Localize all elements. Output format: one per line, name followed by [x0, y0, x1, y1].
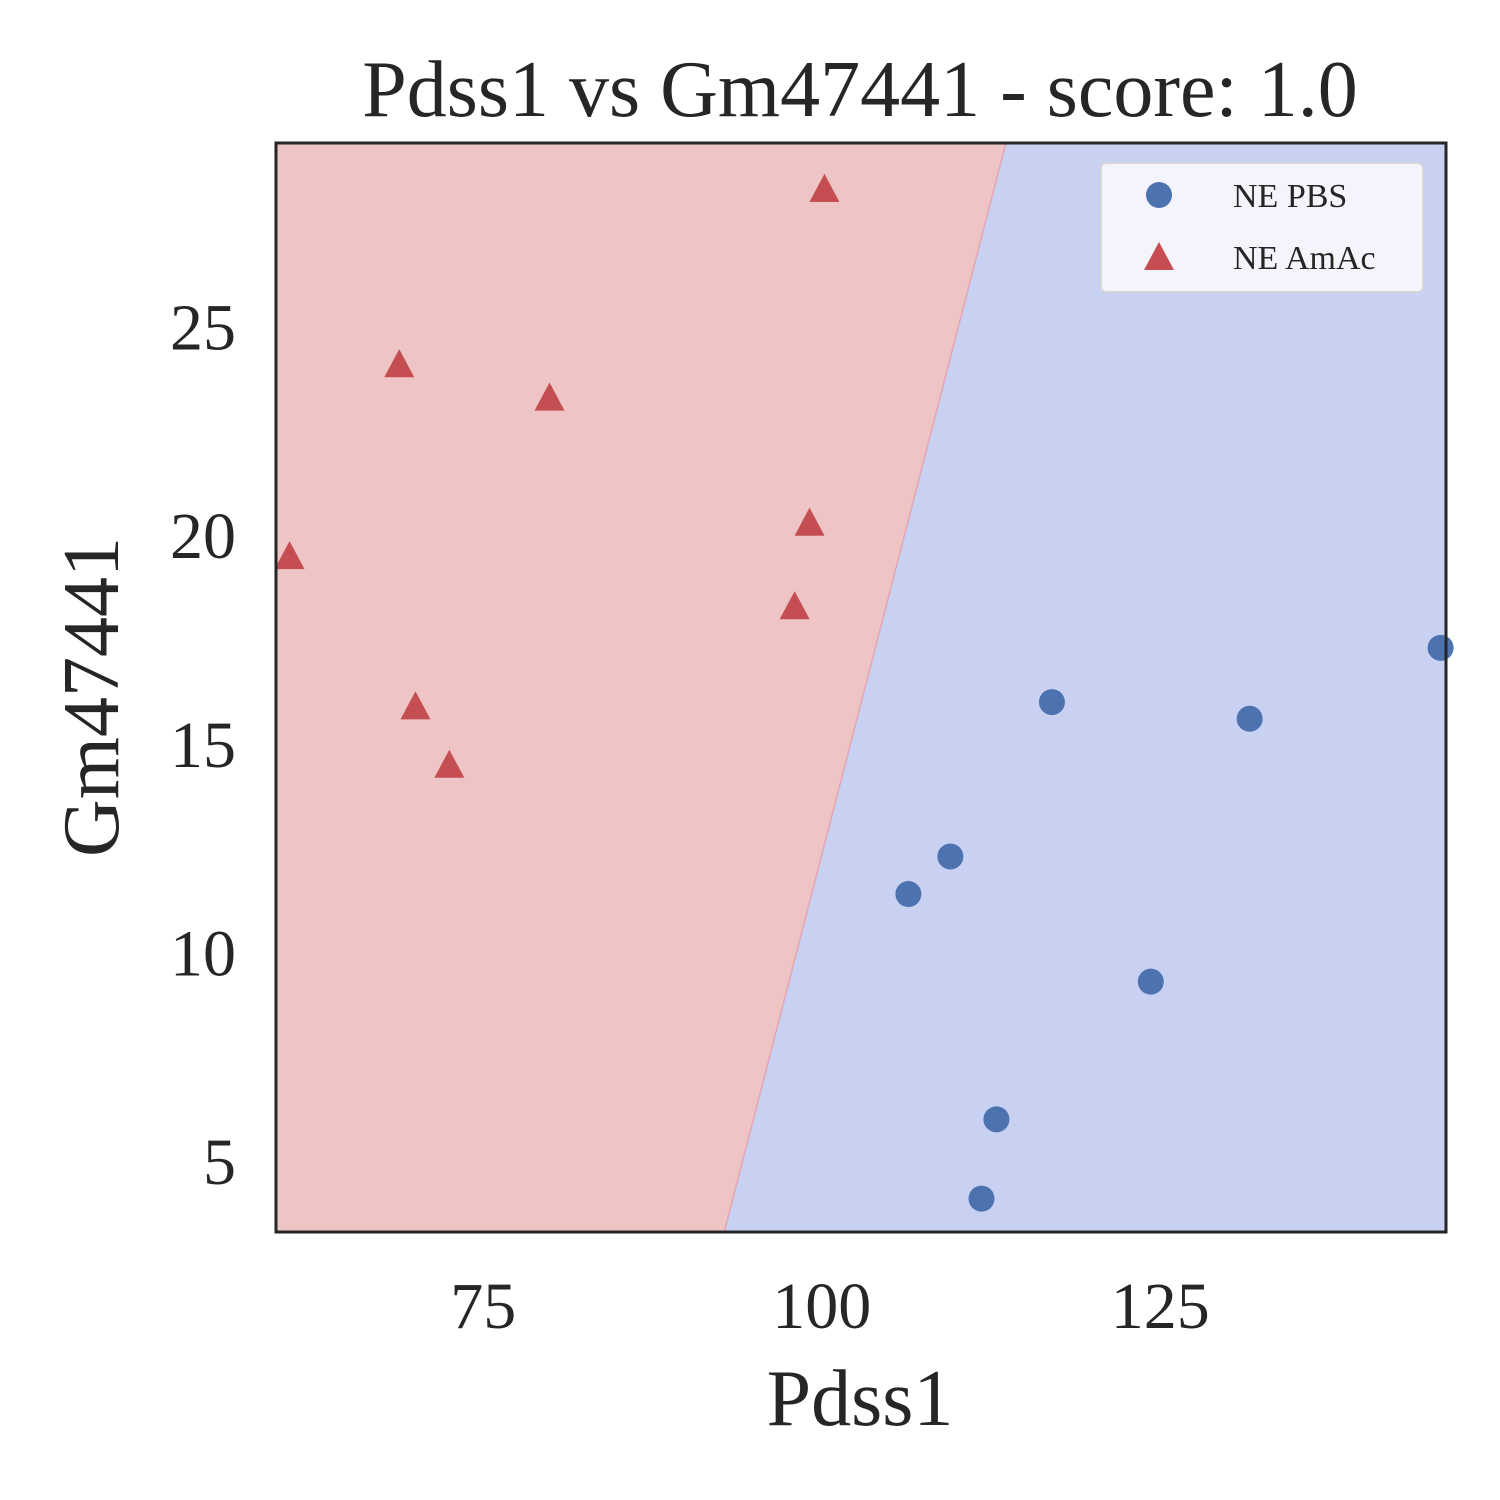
data-point	[1038, 689, 1065, 716]
data-point	[1427, 634, 1454, 661]
data-point	[937, 843, 964, 870]
plot-area	[274, 141, 1454, 1234]
data-point	[274, 541, 305, 570]
data-point	[779, 591, 810, 620]
y-axis-label: Gm47441	[48, 537, 136, 857]
data-point	[968, 1185, 995, 1212]
y-tick-label: 5	[203, 1126, 236, 1199]
legend-marker	[1144, 242, 1174, 271]
x-tick-label: 100	[772, 1270, 871, 1343]
data-point	[794, 507, 825, 536]
legend: NE PBS NE AmAc	[1100, 162, 1424, 293]
data-point	[1236, 705, 1263, 732]
x-tick-label: 75	[450, 1270, 516, 1343]
data-point	[895, 881, 922, 908]
y-axis: 5 10 15 20 25	[170, 292, 236, 1199]
decision-boundary-line	[723, 142, 1007, 1233]
legend-label: NE AmAc	[1233, 240, 1376, 277]
y-tick-label: 10	[170, 917, 236, 990]
legend-marker	[1146, 182, 1172, 208]
chart-title: Pdss1 vs Gm47441 - score: 1.0	[362, 46, 1358, 134]
y-tick-label: 20	[170, 500, 236, 573]
series-ne-amac	[274, 173, 840, 778]
data-point	[384, 349, 415, 378]
y-tick-label: 15	[170, 709, 236, 782]
y-tick-label: 25	[170, 292, 236, 365]
legend-box	[1100, 162, 1424, 293]
axes-frame	[274, 141, 1448, 1234]
legend-label: NE PBS	[1233, 178, 1347, 215]
x-axis-label: Pdss1	[767, 1355, 954, 1443]
data-point	[434, 749, 465, 778]
data-point	[400, 691, 431, 720]
legend-item: NE PBS	[1146, 178, 1347, 215]
decision-region-ne-pbs	[724, 143, 1446, 1232]
data-point	[809, 173, 840, 202]
decision-region-ne-amac	[276, 143, 1006, 1232]
data-point	[1137, 968, 1164, 995]
data-point	[983, 1106, 1010, 1133]
legend-item: NE AmAc	[1144, 240, 1376, 277]
data-point	[534, 382, 565, 411]
x-axis: 75 100 125	[450, 1270, 1210, 1343]
x-tick-label: 125	[1111, 1270, 1210, 1343]
